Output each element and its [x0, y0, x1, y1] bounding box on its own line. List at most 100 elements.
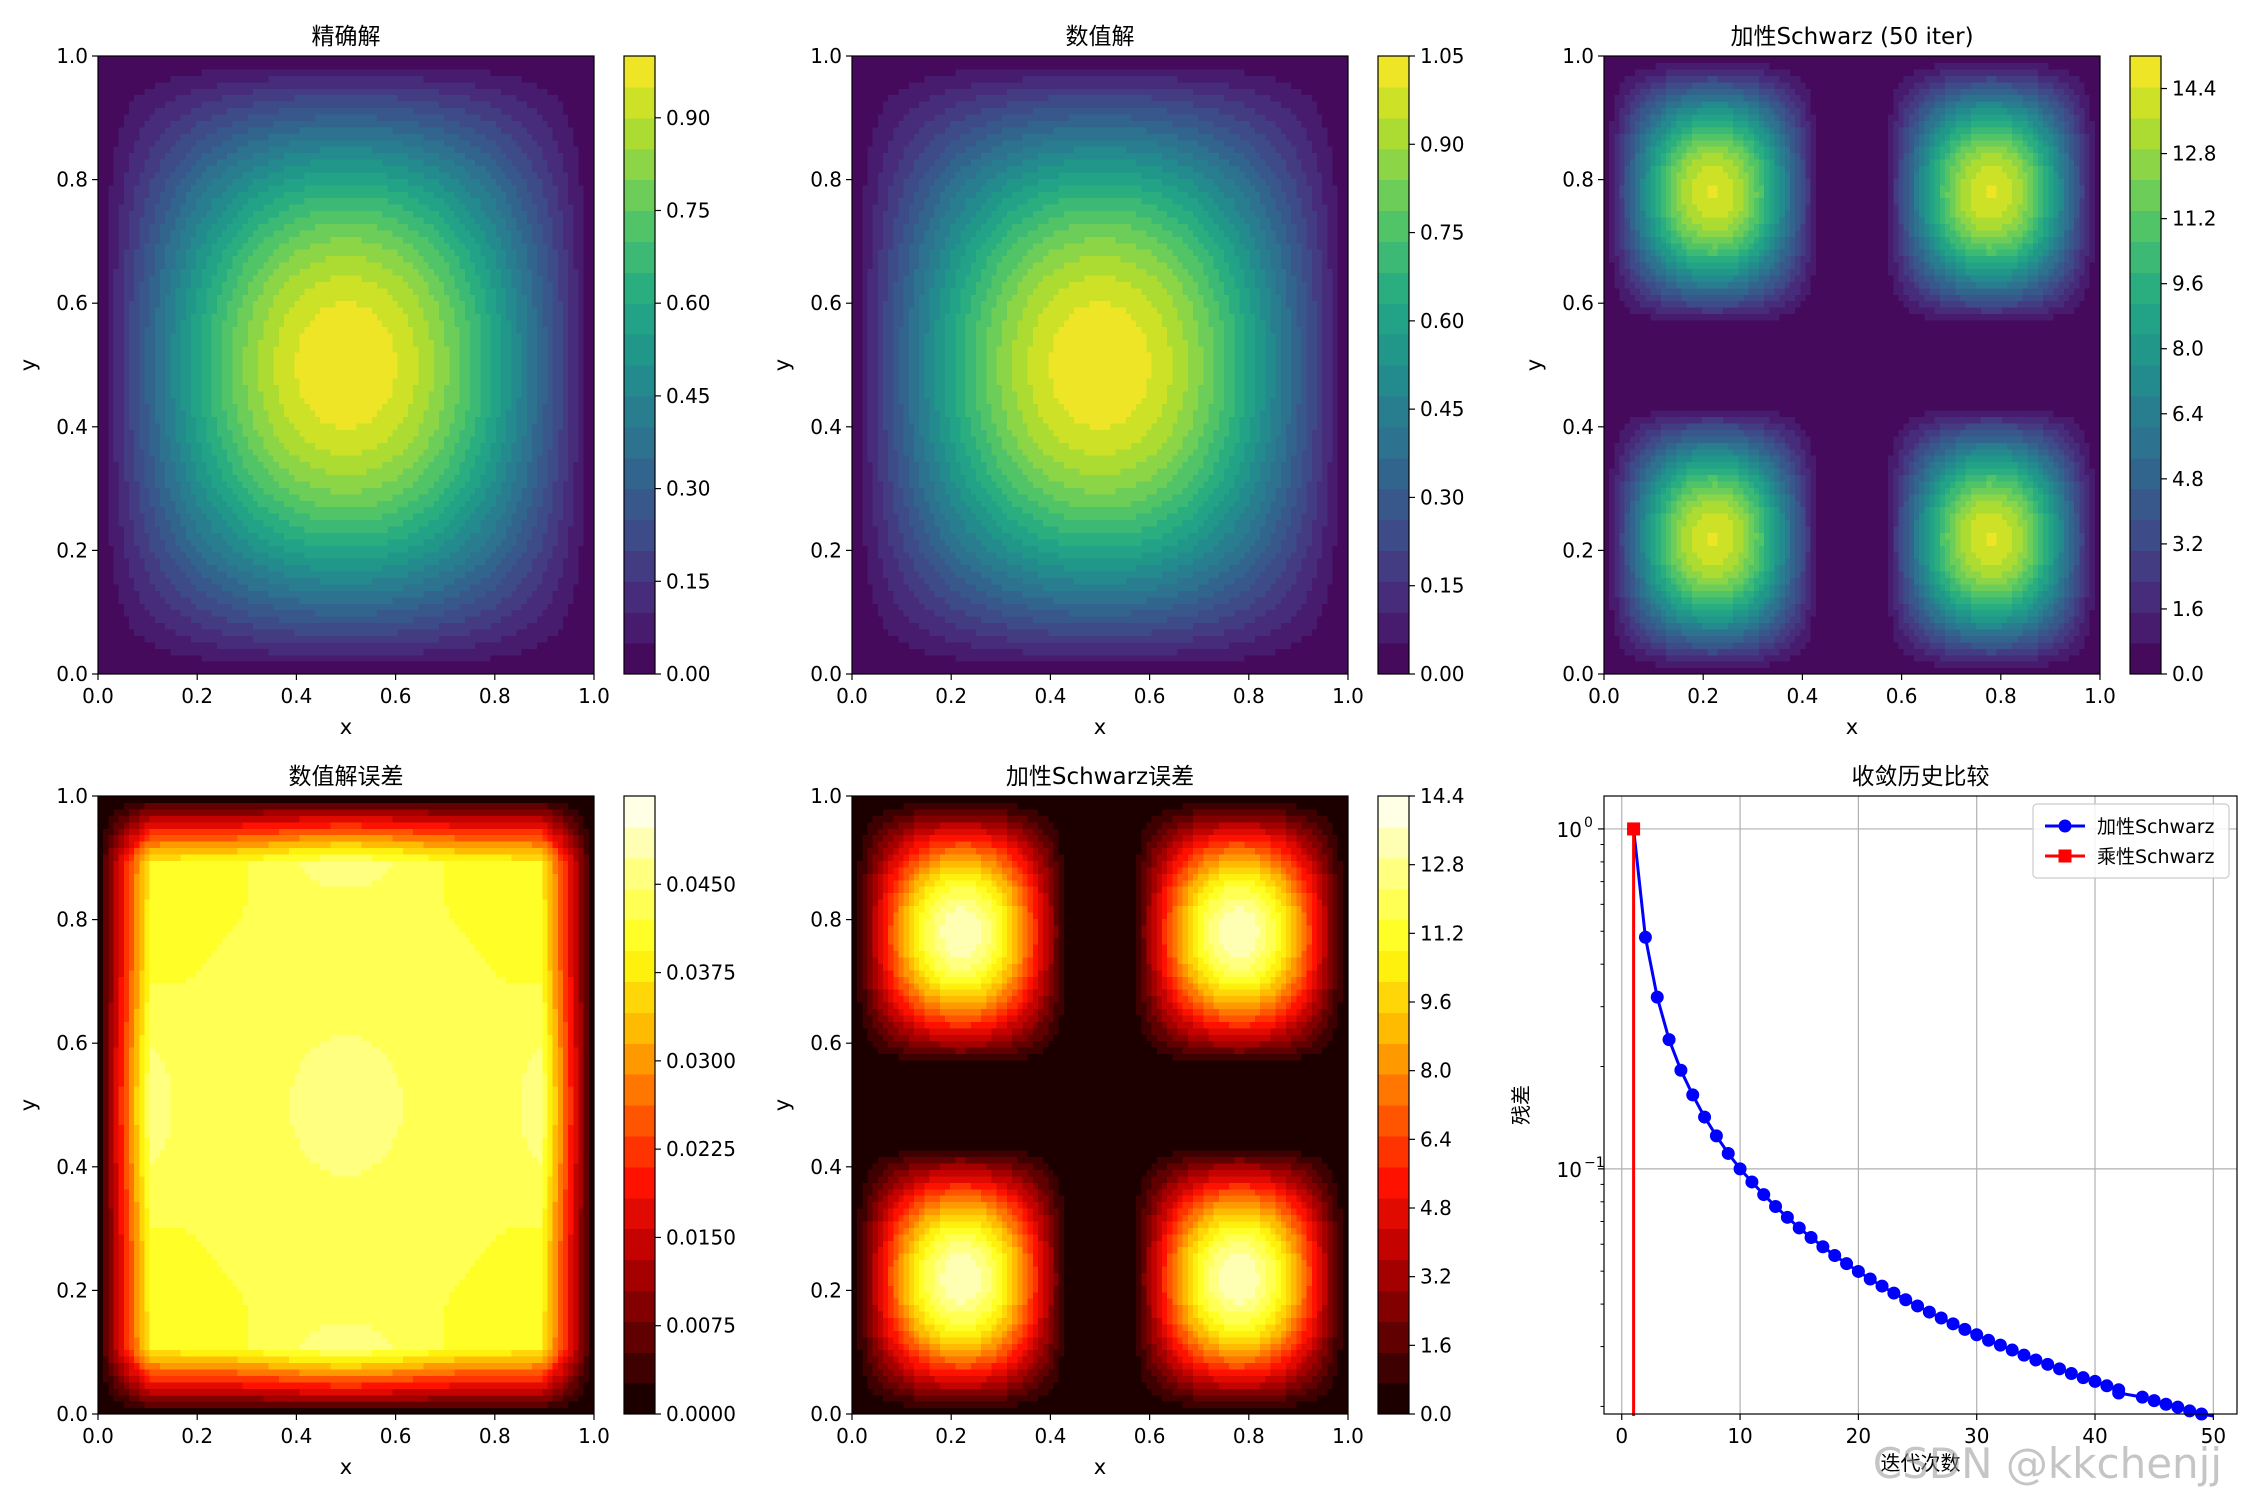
contour-cell	[139, 365, 145, 372]
contour-cell	[98, 468, 104, 475]
contour-cell	[114, 642, 120, 649]
contour-cell	[139, 346, 145, 353]
contour-cell	[103, 378, 109, 385]
contour-cell	[139, 165, 145, 172]
contour-cell	[139, 410, 145, 417]
contour-cell	[103, 410, 109, 417]
contour-cell	[119, 275, 125, 282]
contour-cell	[98, 230, 104, 237]
contour-cell	[103, 520, 109, 527]
contour-cell	[134, 62, 140, 69]
contour-cell	[134, 371, 140, 378]
contour-cell	[134, 532, 140, 539]
contour-cell	[134, 127, 140, 134]
contour-cell	[103, 571, 109, 578]
contour-cell	[108, 532, 114, 539]
contour-cell	[103, 262, 109, 269]
contour-cell	[129, 481, 135, 488]
contour-cell	[145, 623, 151, 630]
contour-cell	[139, 101, 145, 108]
contour-cell	[114, 417, 120, 424]
contour-cell	[98, 281, 104, 288]
contour-cell	[103, 153, 109, 160]
contour-cell	[139, 198, 145, 205]
contour-cell	[108, 629, 114, 636]
contour-cell	[124, 146, 130, 153]
contour-cell	[129, 69, 135, 76]
contour-cell	[119, 256, 125, 263]
contour-cell	[108, 436, 114, 443]
contour-cell	[103, 108, 109, 115]
contour-cell	[134, 236, 140, 243]
contour-cell	[108, 243, 114, 250]
contour-cell	[139, 288, 145, 295]
contour-cell	[139, 468, 145, 475]
contour-cell	[98, 429, 104, 436]
contour-cell	[108, 642, 114, 649]
contour-cell	[124, 655, 130, 662]
contour-cell	[103, 165, 109, 172]
contour-cell	[139, 223, 145, 230]
contour-cell	[134, 623, 140, 630]
contour-cell	[129, 262, 135, 269]
contour-cell	[124, 236, 130, 243]
contour-cell	[103, 577, 109, 584]
contour-cell	[103, 603, 109, 610]
contour-cell	[103, 655, 109, 662]
contour-cell	[103, 371, 109, 378]
contour-cell	[124, 268, 130, 275]
contour-cell	[103, 69, 109, 76]
contour-cell	[103, 455, 109, 462]
contour-cell	[134, 243, 140, 250]
contour-cell	[98, 610, 104, 617]
contour-cell	[114, 339, 120, 346]
contour-cell	[139, 558, 145, 565]
contour-cell	[124, 494, 130, 501]
contour-cell	[134, 474, 140, 481]
contour-cell	[124, 449, 130, 456]
contour-cell	[139, 577, 145, 584]
contour-cell	[108, 153, 114, 160]
contour-cell	[103, 191, 109, 198]
contour-cell	[129, 571, 135, 578]
contour-cell	[108, 610, 114, 617]
contour-cell	[139, 82, 145, 89]
contour-cell	[119, 301, 125, 308]
contour-cell	[98, 410, 104, 417]
contour-cell	[124, 436, 130, 443]
contour-cell	[114, 468, 120, 475]
contour-cell	[114, 288, 120, 295]
contour-cell	[139, 423, 145, 430]
contour-cell	[134, 655, 140, 662]
contour-cell	[119, 603, 125, 610]
contour-cell	[108, 301, 114, 308]
contour-cell	[108, 481, 114, 488]
contour-cell	[129, 545, 135, 552]
contour-cell	[98, 320, 104, 327]
contour-cell	[98, 339, 104, 346]
contour-cell	[98, 603, 104, 610]
contour-cell	[134, 191, 140, 198]
contour-cell	[98, 404, 104, 411]
contour-cell	[98, 159, 104, 166]
contour-cell	[103, 281, 109, 288]
contour-cell	[124, 623, 130, 630]
contour-cell	[145, 616, 151, 623]
contour-cell	[114, 127, 120, 134]
contour-cell	[119, 204, 125, 211]
contour-cell	[98, 436, 104, 443]
contour-cell	[119, 494, 125, 501]
contour-cell	[139, 185, 145, 192]
contour-cell	[119, 249, 125, 256]
contour-cell	[134, 307, 140, 314]
contour-cell	[103, 661, 109, 668]
contour-cell	[134, 114, 140, 121]
contour-cell	[98, 571, 104, 578]
contour-cell	[134, 603, 140, 610]
contour-cell	[129, 423, 135, 430]
contour-cell	[119, 236, 125, 243]
contour-cell	[129, 256, 135, 263]
contour-cell	[103, 526, 109, 533]
contour-cell	[129, 417, 135, 424]
contour-cell	[129, 275, 135, 282]
